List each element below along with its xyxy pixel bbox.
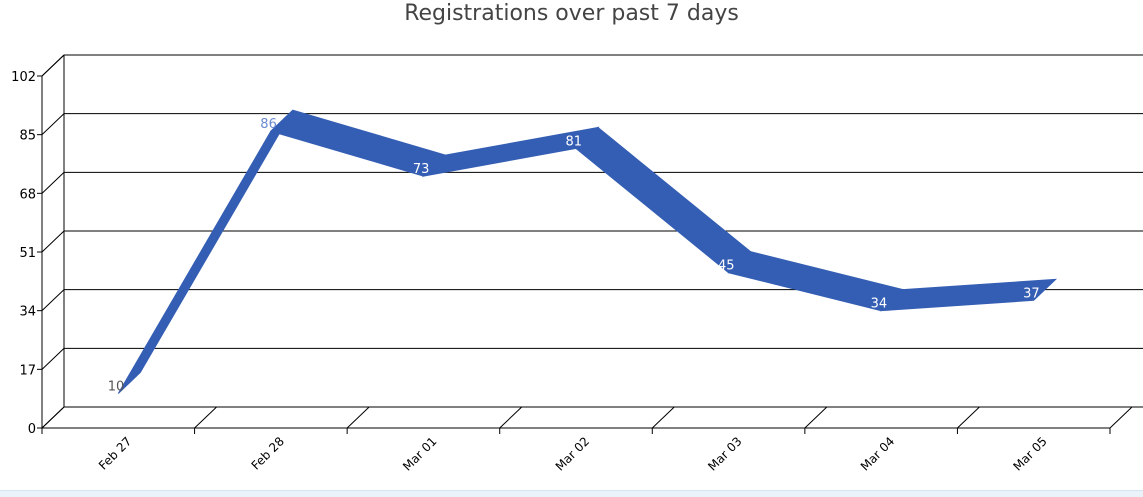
x-tick-label: Mar 01 [400, 434, 439, 473]
y-tick-label: 0 [28, 422, 36, 437]
y-tick-label: 68 [19, 187, 36, 202]
floor-line [347, 407, 369, 428]
left-wall-line [42, 114, 64, 135]
x-tick-label: Feb 28 [249, 434, 287, 472]
x-tick-label: Mar 03 [705, 434, 744, 473]
data-label: 34 [871, 297, 888, 312]
data-label: 37 [1023, 286, 1040, 301]
x-tick-label: Feb 27 [96, 434, 134, 472]
y-tick-label: 34 [19, 305, 36, 320]
y-tick-label: 51 [19, 246, 36, 261]
data-label: 10 [108, 379, 125, 394]
line-segment-ribbon [576, 127, 751, 272]
left-wall-line [42, 348, 64, 369]
y-tick-label: 102 [11, 70, 36, 85]
floor-line [195, 407, 217, 428]
left-wall-line [42, 231, 64, 252]
y-tick-label: 17 [19, 363, 36, 378]
floor-line [1110, 407, 1132, 428]
floor-line [42, 407, 64, 428]
y-tick-label: 85 [19, 129, 36, 144]
data-label: 81 [565, 134, 582, 149]
line-segment-ribbon [118, 110, 293, 393]
x-tick-label: Mar 05 [1010, 434, 1049, 473]
floor-line [805, 407, 827, 428]
floor-line [957, 407, 979, 428]
left-wall-line [42, 172, 64, 193]
left-wall-line [42, 290, 64, 311]
data-label: 86 [260, 117, 277, 132]
x-tick-label: Mar 04 [858, 434, 897, 473]
floor-line [500, 407, 522, 428]
data-label: 45 [718, 259, 735, 274]
left-wall-line [42, 55, 64, 76]
floor-line [652, 407, 674, 428]
data-label: 73 [413, 162, 430, 177]
x-tick-label: Mar 02 [553, 434, 592, 473]
